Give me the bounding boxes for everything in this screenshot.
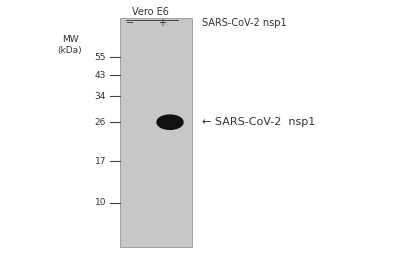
Ellipse shape: [157, 115, 183, 129]
Text: MW
(kDa): MW (kDa): [58, 35, 82, 55]
Text: ← SARS-CoV-2  nsp1: ← SARS-CoV-2 nsp1: [202, 117, 315, 127]
Bar: [120, 18, 192, 247]
Text: +: +: [158, 18, 166, 28]
Text: 10: 10: [94, 198, 106, 207]
Text: 17: 17: [94, 157, 106, 166]
Text: 26: 26: [95, 118, 106, 127]
Text: Vero E6: Vero E6: [132, 7, 168, 17]
Text: 43: 43: [95, 71, 106, 80]
Text: SARS-CoV-2 nsp1: SARS-CoV-2 nsp1: [202, 18, 287, 28]
Text: 34: 34: [95, 92, 106, 101]
Text: 55: 55: [94, 53, 106, 62]
Text: −: −: [126, 18, 134, 28]
